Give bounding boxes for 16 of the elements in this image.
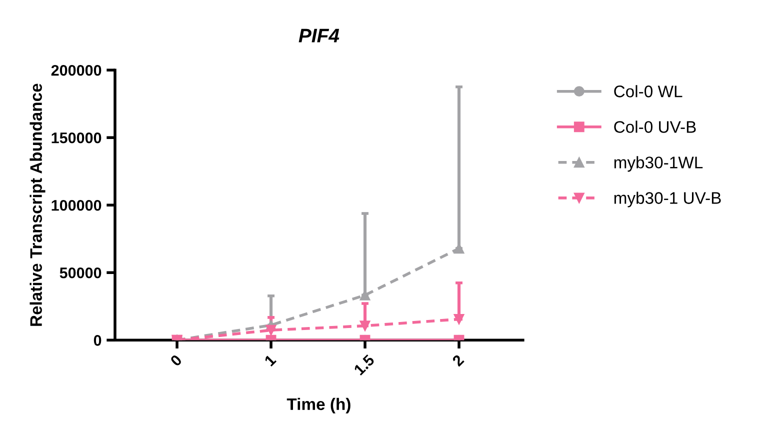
x-tick-label: 1.5 xyxy=(354,354,376,376)
legend-label: Col-0 WL xyxy=(614,85,682,98)
legend-label: Col-0 UV-B xyxy=(614,120,696,133)
x-tick-label: 2 xyxy=(452,354,464,367)
y-tick-label: 150000 xyxy=(52,132,102,144)
y-tick-label: 0 xyxy=(94,335,102,346)
x-axis-title: Time (h) xyxy=(286,398,350,414)
x-tick-label: 0 xyxy=(170,354,182,367)
y-tick-label: 100000 xyxy=(52,200,102,211)
chart-title: PIF4 xyxy=(298,28,340,42)
y-tick-label: 200000 xyxy=(51,64,102,76)
legend-label: myb30-1 UV-B xyxy=(614,192,721,208)
y-axis-title: Relative Transcript Abundance xyxy=(30,84,46,326)
y-tick-label: 50000 xyxy=(60,267,102,278)
legend-label: myb30-1WL xyxy=(614,156,703,172)
x-tick-label: 1 xyxy=(264,354,277,366)
